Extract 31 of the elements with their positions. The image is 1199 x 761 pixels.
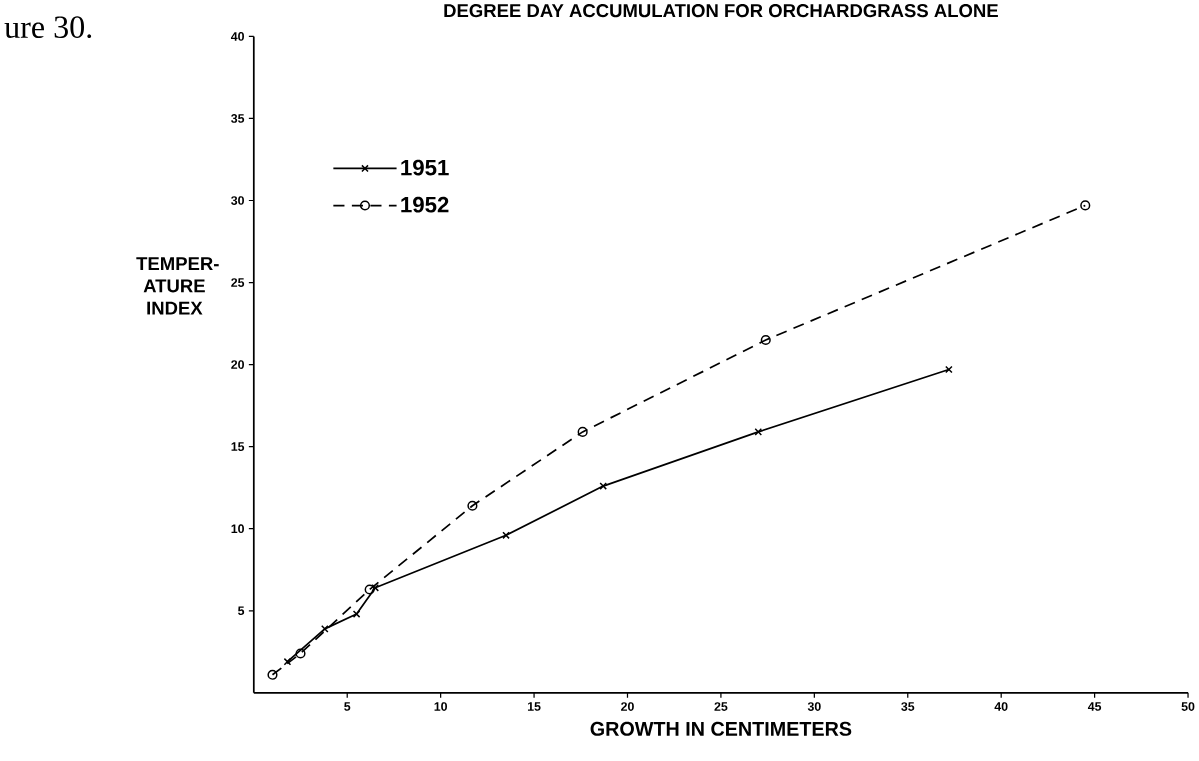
point [467, 500, 478, 512]
x-tick-label: 35 [901, 702, 915, 712]
point [295, 648, 306, 659]
legend-label: 1952 [401, 197, 449, 213]
point [1080, 200, 1091, 211]
x-tick-label: 5 [344, 702, 351, 711]
x-axis-title: GROWTH IN CENTIMETERS [590, 722, 852, 737]
legend-label: 1951 [401, 159, 449, 176]
y-tick-label: 5 [238, 606, 245, 616]
y-tick-label: 40 [230, 32, 244, 41]
point [267, 669, 278, 681]
point [577, 427, 588, 438]
text: ure 30. [4, 16, 92, 39]
x-tick-label: 45 [1087, 702, 1102, 711]
y-tick-label: 35 [231, 114, 245, 124]
x-tick-label: 40 [994, 702, 1008, 712]
x-tick-label: 15 [527, 702, 541, 711]
y-tick-label: 20 [231, 360, 244, 370]
y-axis-title: TEMPER- ATURE INDEX [136, 257, 219, 315]
chart-title: DEGREE DAY ACCUMULATION FOR ORCHARDGRASS ALONE [444, 4, 998, 18]
y-tick-label: 10 [231, 524, 244, 534]
point [760, 335, 771, 346]
x-tick-label: 25 [714, 702, 728, 712]
x-tick-label: 30 [807, 702, 821, 712]
x-tick-label: 10 [434, 702, 448, 712]
x-tick-label: 50 [1181, 702, 1195, 712]
y-tick-label: 30 [231, 196, 244, 206]
x-tick-label: 20 [621, 702, 634, 712]
point [321, 625, 329, 633]
y-tick-label: 25 [231, 278, 245, 288]
y-tick-label: 15 [231, 442, 245, 452]
